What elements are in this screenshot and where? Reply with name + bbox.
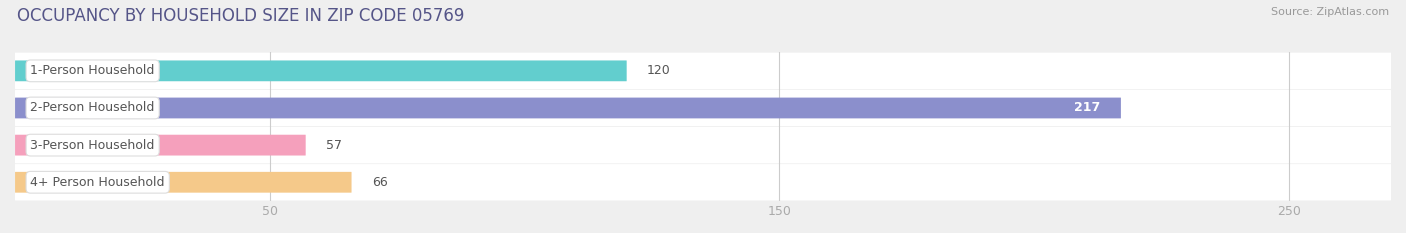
Text: OCCUPANCY BY HOUSEHOLD SIZE IN ZIP CODE 05769: OCCUPANCY BY HOUSEHOLD SIZE IN ZIP CODE … xyxy=(17,7,464,25)
FancyBboxPatch shape xyxy=(15,90,1391,126)
FancyBboxPatch shape xyxy=(15,98,1121,118)
Text: 120: 120 xyxy=(647,64,671,77)
FancyBboxPatch shape xyxy=(15,172,352,193)
Text: 57: 57 xyxy=(326,139,342,152)
Text: 1-Person Household: 1-Person Household xyxy=(31,64,155,77)
FancyBboxPatch shape xyxy=(15,53,1391,89)
FancyBboxPatch shape xyxy=(15,135,305,155)
Text: 66: 66 xyxy=(371,176,388,189)
Text: 2-Person Household: 2-Person Household xyxy=(31,102,155,114)
Text: 4+ Person Household: 4+ Person Household xyxy=(31,176,165,189)
Text: 217: 217 xyxy=(1074,102,1101,114)
FancyBboxPatch shape xyxy=(15,60,627,81)
FancyBboxPatch shape xyxy=(15,127,1391,163)
Text: 3-Person Household: 3-Person Household xyxy=(31,139,155,152)
Text: Source: ZipAtlas.com: Source: ZipAtlas.com xyxy=(1271,7,1389,17)
FancyBboxPatch shape xyxy=(15,164,1391,200)
